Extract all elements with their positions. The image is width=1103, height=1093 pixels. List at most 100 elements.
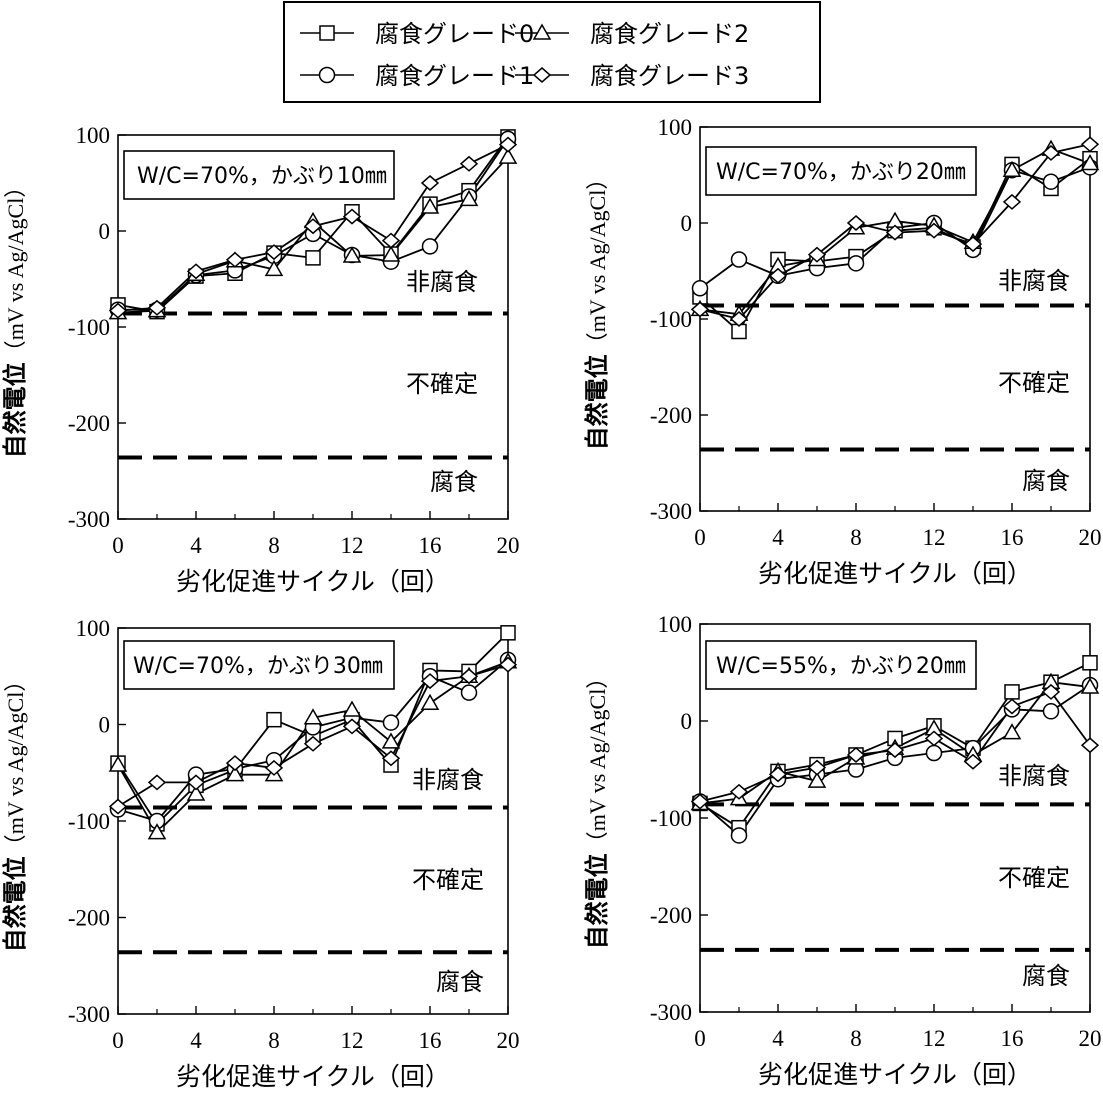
y-tick-label: 0 — [681, 211, 693, 236]
data-point — [963, 236, 983, 253]
data-point — [924, 222, 944, 239]
data-point — [1080, 153, 1100, 171]
x-tick-label: 16 — [419, 533, 442, 558]
data-point — [421, 238, 439, 255]
data-point — [498, 147, 518, 164]
zone-label-corrosion: 腐食 — [1022, 467, 1070, 495]
condition-box — [705, 640, 977, 690]
data-point — [264, 759, 284, 776]
x-axis-label: 劣化促進サイクル（回） — [176, 1062, 450, 1091]
zone-label-corrosion: 腐食 — [436, 968, 484, 996]
legend-marker-circle-icon — [318, 66, 336, 84]
data-point — [885, 224, 905, 241]
x-tick-label: 16 — [1001, 1026, 1024, 1051]
data-point — [381, 245, 401, 262]
y-tick-label: -200 — [650, 403, 692, 428]
data-point — [342, 208, 362, 225]
legend-box — [283, 1, 821, 103]
x-tick-label: 20 — [1079, 525, 1102, 550]
y-axis-label: 自然電位（mV vs Ag/AgCl） — [1, 176, 29, 459]
legend-label: 腐食グレード1 — [375, 62, 534, 90]
data-point — [303, 735, 323, 752]
y-tick-label: 100 — [658, 115, 693, 140]
data-point — [690, 301, 710, 318]
data-point — [1082, 655, 1098, 671]
data-point — [768, 267, 788, 284]
x-axis-label: 劣化促進サイクル（回） — [758, 1060, 1032, 1089]
data-point — [1041, 683, 1061, 700]
data-point — [186, 784, 206, 801]
x-tick-label: 20 — [1079, 1026, 1102, 1051]
data-point — [264, 259, 284, 277]
data-point — [1080, 737, 1100, 754]
data-point — [729, 311, 749, 327]
y-axis-label-main: 自然電位 — [583, 853, 611, 949]
condition-box — [123, 640, 395, 690]
condition-box — [705, 146, 977, 196]
legend: 腐食グレード0 腐食グレード2 腐食グレード1 腐食グレード3 — [283, 1, 821, 103]
data-point — [807, 771, 827, 788]
data-point — [108, 302, 128, 319]
y-tick-label: -300 — [650, 499, 692, 524]
zone-label-uncertain: 不確定 — [406, 370, 478, 398]
y-axis-label-main: 自然電位 — [1, 856, 29, 952]
legend-label: 腐食グレード3 — [590, 62, 749, 90]
data-point — [147, 774, 167, 791]
x-tick-label: 20 — [497, 533, 520, 558]
legend-label: 腐食グレード0 — [375, 20, 534, 48]
data-point — [1080, 136, 1100, 153]
x-tick-label: 0 — [694, 1026, 706, 1051]
data-point — [342, 246, 362, 263]
y-axis-label-unit: （mV vs Ag/AgCl） — [585, 168, 610, 355]
data-point — [420, 197, 440, 214]
condition-label: W/C=70%，かぶり30㎜ — [133, 654, 383, 679]
data-point — [147, 299, 167, 316]
zone-label-noncorrosion: 非腐食 — [406, 268, 478, 296]
data-point — [1042, 703, 1060, 720]
data-point — [225, 755, 245, 772]
x-tick-label: 20 — [497, 1028, 520, 1053]
data-point — [381, 732, 401, 749]
data-point — [500, 625, 516, 641]
y-tick-label: 100 — [76, 123, 111, 148]
legend-marker-square-icon — [319, 25, 335, 41]
zone-label-uncertain: 不確定 — [412, 866, 484, 894]
data-point — [305, 250, 321, 266]
data-point — [266, 711, 282, 728]
x-tick-label: 0 — [112, 533, 124, 558]
data-point — [1002, 723, 1022, 740]
x-tick-label: 4 — [772, 525, 784, 550]
y-axis-label: 自然電位（mV vs Ag/AgCl） — [1, 670, 29, 953]
x-tick-label: 8 — [850, 1026, 862, 1051]
data-point — [225, 765, 245, 782]
data-point — [847, 255, 865, 272]
data-point — [108, 798, 128, 815]
x-tick-label: 12 — [341, 1028, 364, 1053]
y-tick-label: -200 — [650, 903, 692, 928]
x-tick-label: 12 — [341, 533, 364, 558]
y-tick-label: -300 — [68, 507, 110, 532]
condition-label: W/C=55%，かぶり20㎜ — [716, 654, 966, 679]
x-tick-label: 0 — [694, 525, 706, 550]
data-point — [303, 218, 323, 235]
data-point — [381, 232, 401, 249]
x-axis-label: 劣化促進サイクル（回） — [758, 559, 1032, 588]
data-point — [420, 175, 440, 191]
data-point — [846, 746, 866, 763]
data-point — [186, 774, 206, 791]
data-point — [147, 823, 167, 840]
y-axis-label-unit: （mV vs Ag/AgCl） — [3, 176, 28, 363]
data-point — [885, 742, 905, 759]
y-axis-label-unit: （mV vs Ag/AgCl） — [585, 667, 610, 854]
zone-label-noncorrosion: 非腐食 — [412, 766, 484, 794]
x-axis-label: 劣化促進サイクル（回） — [176, 567, 450, 596]
data-point — [1002, 193, 1022, 210]
y-axis-label: 自然電位（mV vs Ag/AgCl） — [583, 667, 611, 950]
legend-marker-diamond-icon — [532, 67, 552, 83]
y-tick-label: 0 — [99, 713, 111, 738]
data-point — [420, 673, 440, 690]
x-tick-label: 4 — [190, 1028, 202, 1053]
